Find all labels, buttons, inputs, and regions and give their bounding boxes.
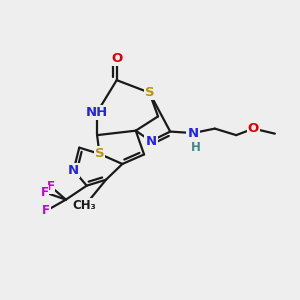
Text: H: H <box>191 141 201 154</box>
Text: N: N <box>145 135 157 148</box>
Text: NH: NH <box>86 106 108 119</box>
Text: N: N <box>188 127 199 140</box>
Text: S: S <box>95 147 104 161</box>
Text: F: F <box>40 186 49 199</box>
Text: F: F <box>42 204 50 218</box>
Text: S: S <box>145 86 154 99</box>
Text: F: F <box>46 180 54 193</box>
Text: O: O <box>111 52 122 65</box>
Text: N: N <box>68 164 79 177</box>
Text: CH₃: CH₃ <box>73 200 97 212</box>
Text: O: O <box>248 122 259 135</box>
